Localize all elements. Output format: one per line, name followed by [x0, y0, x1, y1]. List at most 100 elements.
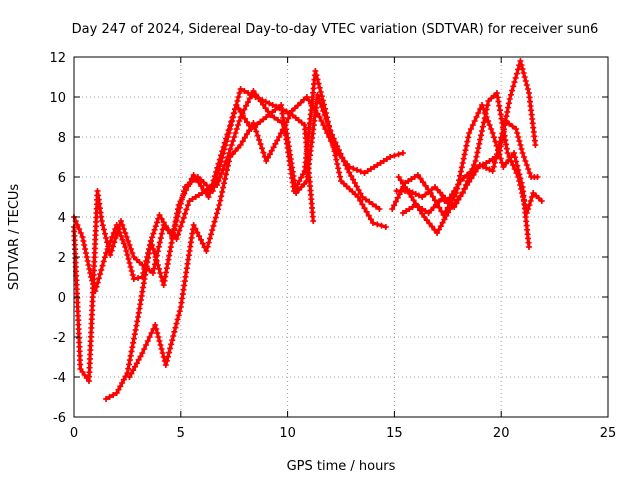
plus-marker — [422, 182, 429, 189]
plus-marker — [225, 158, 232, 165]
plus-marker — [395, 174, 402, 180]
plus-marker — [457, 168, 464, 175]
plus-marker — [139, 350, 146, 356]
plus-marker — [154, 262, 161, 268]
plus-marker — [104, 239, 111, 246]
plus-marker — [133, 322, 140, 329]
plus-marker — [141, 346, 148, 352]
plus-marker — [211, 218, 218, 225]
plus-marker — [410, 197, 417, 204]
plus-marker — [420, 179, 427, 186]
plus-marker — [525, 244, 532, 250]
plus-marker — [519, 150, 526, 156]
plus-marker — [451, 204, 458, 210]
plus-marker — [313, 72, 320, 79]
plus-marker — [519, 66, 526, 72]
plus-marker — [219, 148, 226, 155]
plus-marker — [378, 222, 385, 229]
plus-marker — [523, 82, 530, 88]
plus-marker — [470, 166, 477, 172]
plus-marker — [428, 186, 435, 193]
plus-marker — [128, 348, 135, 355]
plus-marker — [490, 163, 497, 170]
plus-marker — [230, 110, 237, 117]
plus-marker — [220, 184, 227, 191]
plus-marker — [325, 122, 332, 129]
plus-marker — [426, 220, 433, 227]
plus-marker — [152, 223, 159, 230]
plus-marker — [370, 220, 377, 226]
plus-marker — [437, 223, 444, 230]
plus-marker — [269, 102, 276, 108]
plus-marker — [135, 356, 142, 363]
plus-marker — [476, 163, 483, 169]
plus-marker — [107, 238, 114, 244]
plus-marker — [122, 230, 129, 236]
plus-marker — [271, 114, 278, 121]
plus-marker — [383, 156, 390, 162]
plus-marker — [513, 126, 520, 132]
plus-marker — [314, 110, 321, 117]
plus-marker — [227, 146, 234, 152]
plus-marker — [279, 126, 286, 133]
x-tick-label: 10 — [279, 426, 296, 441]
plus-marker — [377, 160, 384, 166]
plus-marker — [518, 62, 525, 68]
plus-marker — [156, 212, 163, 218]
plus-marker — [86, 266, 93, 272]
plus-marker — [480, 106, 487, 112]
plus-marker — [223, 171, 230, 178]
plus-marker — [483, 160, 490, 166]
plus-marker — [119, 222, 126, 228]
plus-marker — [515, 134, 522, 140]
plus-marker — [151, 226, 158, 233]
plus-marker — [128, 370, 135, 377]
plus-marker — [176, 308, 183, 315]
plus-marker — [351, 180, 358, 186]
plus-marker — [233, 126, 240, 132]
plus-marker — [475, 110, 482, 116]
plus-marker — [199, 240, 206, 247]
plus-marker — [156, 338, 163, 344]
plus-marker — [151, 250, 158, 256]
plus-marker — [139, 262, 146, 268]
plus-marker — [215, 178, 222, 184]
plus-marker — [518, 146, 525, 152]
plus-marker — [485, 118, 492, 124]
chart-title: Day 247 of 2024, Sidereal Day-to-day VTE… — [72, 22, 599, 37]
plus-marker — [526, 170, 533, 176]
plus-marker — [168, 341, 175, 348]
plus-marker — [224, 131, 231, 138]
plus-marker — [505, 100, 512, 107]
plus-marker — [294, 181, 301, 188]
y-tick-label: 6 — [58, 171, 66, 186]
plus-marker — [206, 235, 213, 242]
plus-marker — [209, 227, 216, 234]
plus-marker — [183, 206, 190, 213]
plus-marker — [112, 235, 119, 241]
plus-marker — [190, 222, 197, 228]
plus-marker — [462, 147, 469, 154]
plus-marker — [124, 252, 131, 258]
plus-marker — [314, 92, 321, 98]
plus-marker — [155, 243, 162, 250]
plus-marker — [153, 219, 160, 226]
plus-marker — [464, 138, 471, 145]
plus-marker — [336, 169, 343, 176]
plus-marker — [391, 202, 398, 209]
plus-marker — [317, 89, 324, 95]
plus-marker — [133, 360, 140, 367]
plus-marker — [509, 123, 516, 130]
plus-marker — [402, 180, 409, 186]
plus-marker — [478, 102, 485, 108]
plus-marker — [457, 172, 464, 179]
plus-marker — [490, 134, 497, 141]
plus-marker — [310, 218, 317, 224]
plus-marker — [423, 217, 430, 224]
x-tick-label: 0 — [70, 426, 78, 441]
plus-marker — [115, 226, 122, 233]
plus-marker — [189, 196, 196, 202]
x-axis-label: GPS time / hours — [287, 459, 396, 474]
plus-marker — [149, 234, 156, 241]
